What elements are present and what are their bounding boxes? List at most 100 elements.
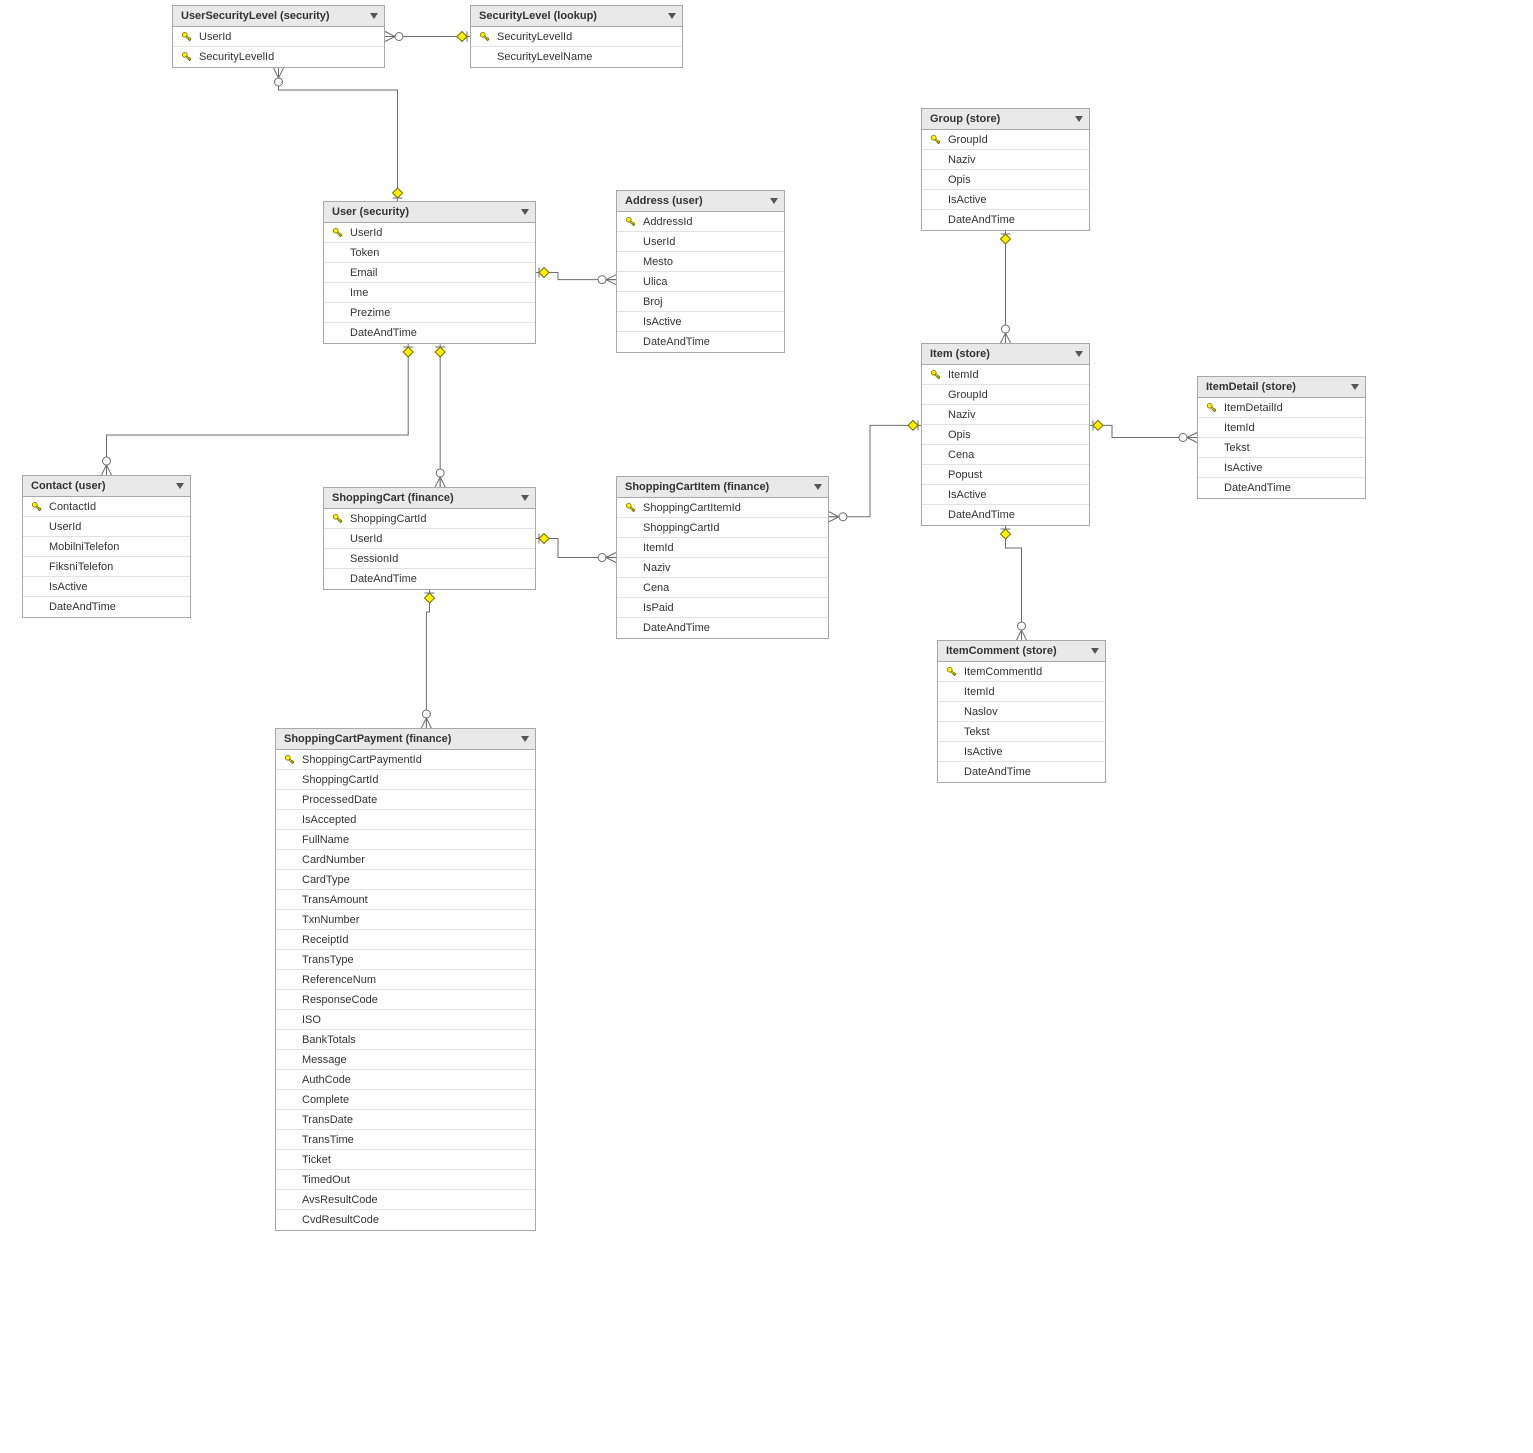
table-header[interactable]: SecurityLevel (lookup) xyxy=(471,6,682,27)
table-column-row[interactable]: TransAmount xyxy=(276,890,535,910)
table-column-row[interactable]: IsAccepted xyxy=(276,810,535,830)
table-header[interactable]: ShoppingCartPayment (finance) xyxy=(276,729,535,750)
table-header[interactable]: ItemComment (store) xyxy=(938,641,1105,662)
table-column-row[interactable]: FullName xyxy=(276,830,535,850)
chevron-down-icon[interactable] xyxy=(174,480,186,492)
table-column-row[interactable]: DateAndTime xyxy=(617,618,828,638)
table-column-row[interactable]: GroupId xyxy=(922,385,1089,405)
table-column-row[interactable]: IsActive xyxy=(617,312,784,332)
table-column-row[interactable]: MobilniTelefon xyxy=(23,537,190,557)
table-column-row[interactable]: ReceiptId xyxy=(276,930,535,950)
table-column-row[interactable]: ContactId xyxy=(23,497,190,517)
table-column-row[interactable]: Cena xyxy=(617,578,828,598)
table-column-row[interactable]: Naziv xyxy=(922,405,1089,425)
table-column-row[interactable]: ShoppingCartId xyxy=(324,509,535,529)
table-column-row[interactable]: CardType xyxy=(276,870,535,890)
table-column-row[interactable]: Ulica xyxy=(617,272,784,292)
table-ItemDetail[interactable]: ItemDetail (store) ItemDetailIdItemIdTek… xyxy=(1197,376,1366,499)
table-column-row[interactable]: ItemId xyxy=(938,682,1105,702)
table-column-row[interactable]: Naslov xyxy=(938,702,1105,722)
table-column-row[interactable]: IsActive xyxy=(938,742,1105,762)
table-column-row[interactable]: DateAndTime xyxy=(938,762,1105,782)
table-column-row[interactable]: IsActive xyxy=(23,577,190,597)
table-column-row[interactable]: CvdResultCode xyxy=(276,1210,535,1230)
table-column-row[interactable]: UserId xyxy=(324,223,535,243)
table-column-row[interactable]: ItemId xyxy=(617,538,828,558)
table-column-row[interactable]: DateAndTime xyxy=(324,323,535,343)
table-column-row[interactable]: SecurityLevelId xyxy=(471,27,682,47)
table-column-row[interactable]: UserId xyxy=(617,232,784,252)
table-column-row[interactable]: Complete xyxy=(276,1090,535,1110)
table-column-row[interactable]: GroupId xyxy=(922,130,1089,150)
table-column-row[interactable]: AvsResultCode xyxy=(276,1190,535,1210)
chevron-down-icon[interactable] xyxy=(1073,113,1085,125)
table-column-row[interactable]: TransDate xyxy=(276,1110,535,1130)
table-SecurityLevel[interactable]: SecurityLevel (lookup) SecurityLevelIdSe… xyxy=(470,5,683,68)
chevron-down-icon[interactable] xyxy=(1349,381,1361,393)
table-column-row[interactable]: ShoppingCartId xyxy=(617,518,828,538)
table-Contact[interactable]: Contact (user) ContactIdUserIdMobilniTel… xyxy=(22,475,191,618)
table-column-row[interactable]: Prezime xyxy=(324,303,535,323)
table-Group[interactable]: Group (store) GroupIdNazivOpisIsActiveDa… xyxy=(921,108,1090,231)
table-column-row[interactable]: UserId xyxy=(23,517,190,537)
table-column-row[interactable]: Tekst xyxy=(1198,438,1365,458)
table-column-row[interactable]: Token xyxy=(324,243,535,263)
table-column-row[interactable]: ShoppingCartPaymentId xyxy=(276,750,535,770)
table-column-row[interactable]: Opis xyxy=(922,170,1089,190)
table-header[interactable]: Address (user) xyxy=(617,191,784,212)
table-header[interactable]: Contact (user) xyxy=(23,476,190,497)
table-column-row[interactable]: TransType xyxy=(276,950,535,970)
table-column-row[interactable]: ItemId xyxy=(1198,418,1365,438)
table-column-row[interactable]: Ticket xyxy=(276,1150,535,1170)
table-column-row[interactable]: AddressId xyxy=(617,212,784,232)
table-header[interactable]: Item (store) xyxy=(922,344,1089,365)
chevron-down-icon[interactable] xyxy=(768,195,780,207)
table-column-row[interactable]: DateAndTime xyxy=(922,505,1089,525)
table-ItemComment[interactable]: ItemComment (store) ItemCommentIdItemIdN… xyxy=(937,640,1106,783)
table-column-row[interactable]: Popust xyxy=(922,465,1089,485)
table-Item[interactable]: Item (store) ItemIdGroupIdNazivOpisCenaP… xyxy=(921,343,1090,526)
table-column-row[interactable]: Email xyxy=(324,263,535,283)
table-UserSecurityLevel[interactable]: UserSecurityLevel (security) UserId Secu… xyxy=(172,5,385,68)
table-header[interactable]: ItemDetail (store) xyxy=(1198,377,1365,398)
table-header[interactable]: UserSecurityLevel (security) xyxy=(173,6,384,27)
table-column-row[interactable]: DateAndTime xyxy=(324,569,535,589)
table-column-row[interactable]: ResponseCode xyxy=(276,990,535,1010)
chevron-down-icon[interactable] xyxy=(519,733,531,745)
table-column-row[interactable]: UserId xyxy=(173,27,384,47)
table-column-row[interactable]: Naziv xyxy=(617,558,828,578)
table-column-row[interactable]: ItemId xyxy=(922,365,1089,385)
table-header[interactable]: ShoppingCart (finance) xyxy=(324,488,535,509)
table-column-row[interactable]: SessionId xyxy=(324,549,535,569)
table-column-row[interactable]: DateAndTime xyxy=(1198,478,1365,498)
table-ShoppingCartPayment[interactable]: ShoppingCartPayment (finance) ShoppingCa… xyxy=(275,728,536,1231)
table-column-row[interactable]: DateAndTime xyxy=(23,597,190,617)
table-User[interactable]: User (security) UserIdTokenEmailImePrezi… xyxy=(323,201,536,344)
table-column-row[interactable]: IsActive xyxy=(1198,458,1365,478)
table-Address[interactable]: Address (user) AddressIdUserIdMestoUlica… xyxy=(616,190,785,353)
table-column-row[interactable]: CardNumber xyxy=(276,850,535,870)
table-column-row[interactable]: IsActive xyxy=(922,485,1089,505)
table-column-row[interactable]: DateAndTime xyxy=(922,210,1089,230)
table-column-row[interactable]: IsPaid xyxy=(617,598,828,618)
table-column-row[interactable]: FiksniTelefon xyxy=(23,557,190,577)
table-column-row[interactable]: Tekst xyxy=(938,722,1105,742)
chevron-down-icon[interactable] xyxy=(666,10,678,22)
table-column-row[interactable]: Mesto xyxy=(617,252,784,272)
table-column-row[interactable]: IsActive xyxy=(922,190,1089,210)
table-column-row[interactable]: Ime xyxy=(324,283,535,303)
table-column-row[interactable]: BankTotals xyxy=(276,1030,535,1050)
table-column-row[interactable]: ShoppingCartId xyxy=(276,770,535,790)
table-header[interactable]: User (security) xyxy=(324,202,535,223)
chevron-down-icon[interactable] xyxy=(1073,348,1085,360)
chevron-down-icon[interactable] xyxy=(1089,645,1101,657)
table-ShoppingCart[interactable]: ShoppingCart (finance) ShoppingCartIdUse… xyxy=(323,487,536,590)
table-column-row[interactable]: ShoppingCartItemId xyxy=(617,498,828,518)
chevron-down-icon[interactable] xyxy=(368,10,380,22)
table-column-row[interactable]: ItemCommentId xyxy=(938,662,1105,682)
chevron-down-icon[interactable] xyxy=(519,492,531,504)
table-ShoppingCartItem[interactable]: ShoppingCartItem (finance) ShoppingCartI… xyxy=(616,476,829,639)
table-column-row[interactable]: DateAndTime xyxy=(617,332,784,352)
table-header[interactable]: ShoppingCartItem (finance) xyxy=(617,477,828,498)
table-column-row[interactable]: UserId xyxy=(324,529,535,549)
